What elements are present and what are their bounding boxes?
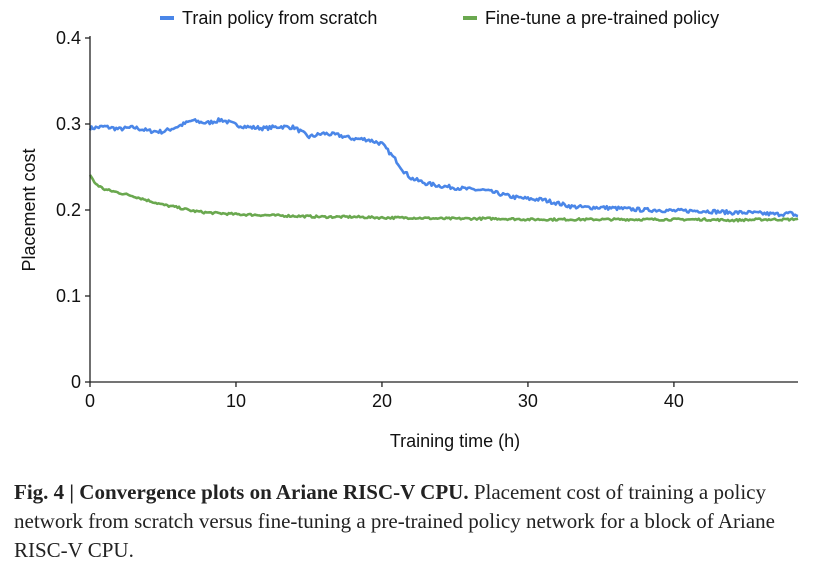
y-tick-label: 0.4	[56, 28, 81, 48]
y-tick-label: 0.2	[56, 200, 81, 220]
legend-label: Train policy from scratch	[182, 8, 377, 28]
legend-label: Fine-tune a pre-trained policy	[485, 8, 719, 28]
chart-legend: Train policy from scratch Fine-tune a pre…	[160, 8, 719, 28]
y-tick-label: 0.3	[56, 114, 81, 134]
convergence-line-chart: Train policy from scratch Fine-tune a pre…	[19, 8, 799, 451]
x-tick-label: 20	[372, 391, 392, 411]
series-layer	[88, 117, 799, 223]
x-tick-label: 0	[85, 391, 95, 411]
x-tick-label: 10	[226, 391, 246, 411]
series-line-from-scratch	[88, 117, 799, 218]
y-tick-label: 0	[71, 372, 81, 392]
y-tick-label: 0.1	[56, 286, 81, 306]
axes-layer: 0 0.1 0.2 0.3 0.4 0 10 20 30 40	[56, 28, 798, 411]
caption-figure-number: Fig. 4 |	[14, 480, 80, 504]
figure-caption: Fig. 4 | Convergence plots on Ariane RIS…	[14, 478, 814, 565]
series-line-fine-tune	[88, 174, 799, 223]
x-tick-label: 30	[518, 391, 538, 411]
caption-title: Convergence plots on Ariane RISC-V CPU.	[79, 480, 469, 504]
x-axis-label: Training time (h)	[390, 431, 520, 451]
caption-body: Placement cost of training a policy netw…	[14, 480, 775, 562]
y-axis-label: Placement cost	[19, 148, 39, 271]
x-tick-label: 40	[664, 391, 684, 411]
